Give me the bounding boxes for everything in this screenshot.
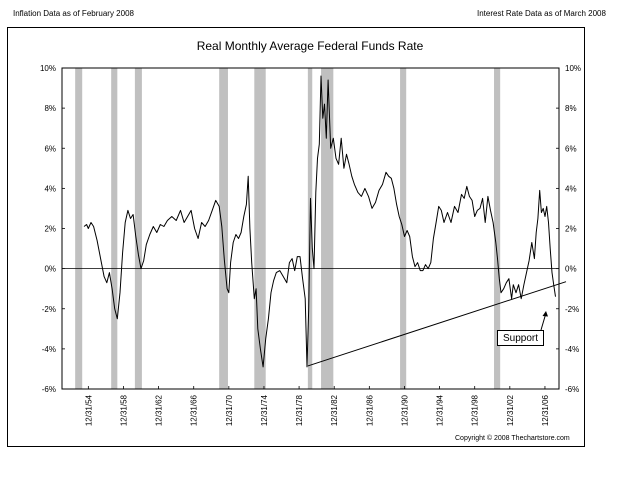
y-tick-label-left: -6% (42, 385, 56, 394)
x-tick-label: 12/31/90 (400, 394, 409, 426)
y-tick-label-right: -2% (565, 305, 579, 314)
inflation-data-note: Inflation Data as of February 2008 (13, 9, 134, 18)
y-tick-label-right: -4% (565, 345, 579, 354)
x-tick-label: 12/31/58 (119, 394, 128, 426)
y-tick-label-left: 2% (44, 225, 56, 234)
y-tick-label-left: -4% (42, 345, 56, 354)
y-tick-label-right: 6% (565, 144, 577, 153)
x-tick-label: 12/31/54 (84, 394, 93, 426)
x-tick-label: 12/31/82 (330, 394, 339, 426)
x-tick-label: 12/31/78 (295, 394, 304, 426)
y-tick-label-left: 6% (44, 144, 56, 153)
recession-bar (111, 68, 118, 389)
x-tick-label: 12/31/86 (365, 394, 374, 426)
x-tick-label: 12/31/94 (436, 394, 445, 426)
copyright-text: Copyright © 2008 Thechartstore.com (455, 435, 570, 442)
y-tick-label-left: 0% (44, 265, 56, 274)
x-tick-label: 12/31/06 (541, 394, 550, 426)
x-tick-label: 12/31/74 (260, 394, 269, 426)
chart-title: Real Monthly Average Federal Funds Rate (196, 39, 424, 53)
y-tick-label-left: -2% (42, 305, 56, 314)
x-tick-label: 12/31/02 (506, 394, 515, 426)
y-tick-label-right: 8% (565, 104, 577, 113)
y-tick-label-left: 4% (44, 184, 56, 193)
support-trendline (307, 281, 567, 367)
x-tick-label: 12/31/98 (471, 394, 480, 426)
y-tick-label-left: 10% (40, 64, 56, 73)
y-tick-label-right: 4% (565, 184, 577, 193)
y-tick-label-right: 10% (565, 64, 581, 73)
x-tick-label: 12/31/62 (155, 394, 164, 426)
y-tick-label-right: 0% (565, 265, 577, 274)
support-arrowhead (542, 311, 548, 317)
recession-bar (254, 68, 266, 389)
y-tick-label-right: 2% (565, 225, 577, 234)
interest-rate-data-note: Interest Rate Data as of March 2008 (477, 9, 606, 18)
recession-bar (75, 68, 83, 389)
x-tick-label: 12/31/70 (225, 394, 234, 426)
x-tick-label: 12/31/66 (190, 394, 199, 426)
recession-bar (134, 68, 142, 389)
recession-bar (494, 68, 501, 389)
y-tick-label-left: 8% (44, 104, 56, 113)
y-tick-label-right: -6% (565, 385, 579, 394)
recession-bar (219, 68, 228, 389)
chart-frame (7, 27, 585, 447)
support-label: Support (497, 330, 544, 346)
fed-funds-rate-line (83, 75, 556, 368)
